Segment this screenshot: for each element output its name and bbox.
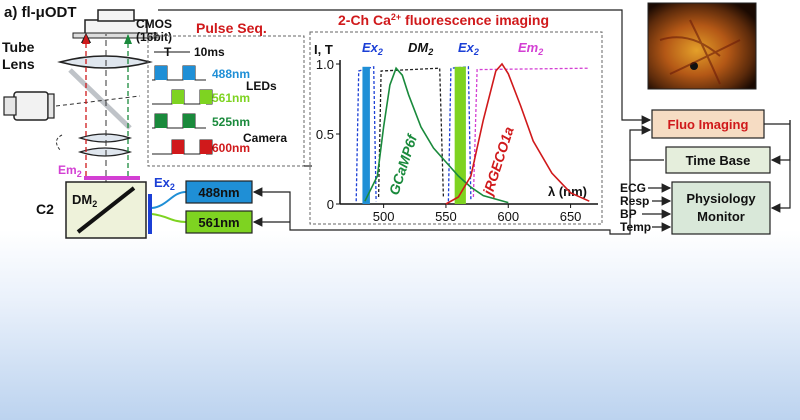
series-line-0 xyxy=(364,66,509,204)
em2-label: Em2 xyxy=(58,163,82,179)
dm2-label: DM2 xyxy=(72,192,97,209)
side-mirror xyxy=(68,68,132,130)
side-camera-icon xyxy=(3,91,55,121)
spectra-panel xyxy=(309,31,603,225)
time-base-label: Time Base xyxy=(686,153,751,168)
pulse-label-0: 488nm xyxy=(212,67,250,81)
series-line-1 xyxy=(445,62,590,205)
pulse-seq-panel xyxy=(147,35,305,167)
cmos-camera xyxy=(72,9,158,39)
tube-lens-label: Tube xyxy=(2,39,35,55)
pulse-box-1-b xyxy=(200,90,212,104)
tube-lens-label-2: Lens xyxy=(2,56,35,72)
dm2-mirror xyxy=(76,186,136,234)
filter-curve-0 xyxy=(355,65,377,202)
spectra-ex2-b: Ex2 xyxy=(458,40,479,57)
x-tick-label-1: 550 xyxy=(435,209,457,224)
pulse-period-label: 10ms xyxy=(194,45,225,59)
spectra-ylabel: I, T xyxy=(314,42,333,57)
ex-band-1 xyxy=(454,66,466,204)
pulse-box-3-b xyxy=(200,140,212,154)
laser-561-label: 561nm xyxy=(198,215,239,230)
spectra-title: 2-Ch Ca2+ fluorescence imaging xyxy=(338,12,549,28)
fluo-imaging-label: Fluo Imaging xyxy=(668,117,749,132)
spectra-dm2: DM2 xyxy=(408,40,433,57)
filter-curve-3 xyxy=(472,67,590,198)
ex-band-0 xyxy=(362,66,370,204)
objective-lens-2 xyxy=(77,147,133,157)
cmos-bitdepth: (16bit) xyxy=(136,30,172,44)
x-tick-label-2: 600 xyxy=(497,209,519,224)
physiology-label-2: Monitor xyxy=(697,209,745,224)
pulse-box-2-b xyxy=(183,114,195,128)
pulse-box-0-a xyxy=(155,66,167,80)
input-bp: BP xyxy=(620,207,637,221)
input-resp: Resp xyxy=(620,194,649,208)
connection-lines xyxy=(158,9,791,235)
fiber-green xyxy=(151,213,187,223)
fiber-blue xyxy=(151,191,187,209)
y-tick-label-1: 0.5 xyxy=(316,127,334,142)
filter-curve-1 xyxy=(377,67,445,198)
cmos-label: CMOS xyxy=(136,17,172,31)
pulse-box-2-a xyxy=(155,114,167,128)
input-temp: Temp xyxy=(620,220,651,234)
physiology-box xyxy=(671,181,771,235)
pulse-label-1: 561nm xyxy=(212,91,250,105)
x-tick-label-3: 650 xyxy=(560,209,582,224)
panel-label: a) fl-μODT xyxy=(4,4,77,21)
spectra-em2: Em2 xyxy=(518,40,543,57)
pulse-rows: 488nm 561nm 525nm 600nm xyxy=(152,65,250,155)
leds-label: LEDs xyxy=(246,79,277,93)
pulse-box-1-a xyxy=(172,90,184,104)
c2-label: C2 xyxy=(36,201,54,217)
tube-lens xyxy=(57,55,153,69)
input-ecg: ECG xyxy=(620,181,646,195)
pulse-box-0-b xyxy=(183,66,195,80)
rgeco-label: jRGECO1a xyxy=(479,124,517,198)
x-tick-label-0: 500 xyxy=(373,209,395,224)
y-tick-label-0: 0 xyxy=(327,197,334,212)
pulse-label-3: 600nm xyxy=(212,141,250,155)
laser-488-box xyxy=(185,180,253,204)
time-base-box xyxy=(665,146,771,174)
spectra-plot: 0 0.5 1.0 500 550 600 650 xyxy=(316,57,598,224)
dashed-path xyxy=(56,134,63,151)
laser-561-box xyxy=(185,210,253,234)
y-tick-label-2: 1.0 xyxy=(316,57,334,72)
laser-488-label: 488nm xyxy=(198,185,239,200)
red-arrow-head xyxy=(82,34,90,44)
pulse-box-3-a xyxy=(172,140,184,154)
spectra-ex2-a: Ex2 xyxy=(362,40,383,57)
gcamp-label: GCaMP6f xyxy=(386,132,421,197)
retina-image xyxy=(647,2,757,90)
camera-label: Camera xyxy=(243,131,287,145)
objective-lens-1 xyxy=(77,133,133,143)
input-arrows xyxy=(642,183,672,232)
pulse-seq-title: Pulse Seq. xyxy=(196,20,267,36)
side-beam xyxy=(55,95,141,107)
ex2-label: Ex2 xyxy=(154,175,175,192)
green-arrow-head xyxy=(124,34,132,44)
fluo-imaging-box xyxy=(651,109,765,139)
physiology-label-1: Physiology xyxy=(686,191,756,206)
pulse-label-2: 525nm xyxy=(212,115,250,129)
